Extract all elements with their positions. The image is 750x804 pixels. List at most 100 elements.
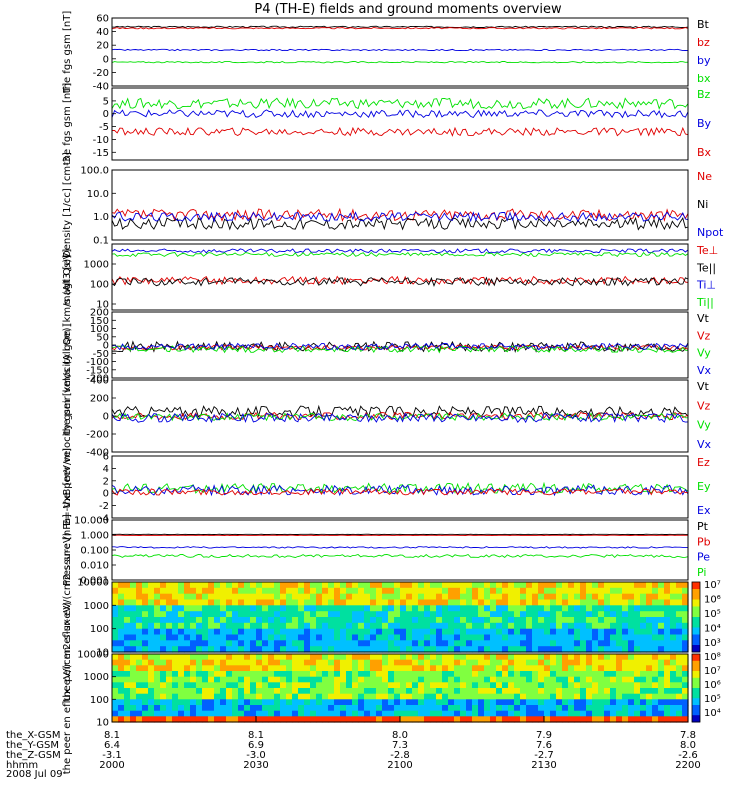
heatmap-cell bbox=[580, 629, 587, 635]
heatmap-cell bbox=[568, 705, 575, 711]
footer-value: 2200 bbox=[675, 760, 700, 771]
heatmap-cell bbox=[544, 677, 551, 683]
heatmap-cell bbox=[208, 699, 215, 705]
heatmap-cell bbox=[310, 640, 317, 646]
heatmap-cell bbox=[616, 671, 623, 677]
heatmap-cell bbox=[628, 682, 635, 688]
heatmap-cell bbox=[358, 582, 365, 588]
heatmap-cell bbox=[214, 640, 221, 646]
heatmap-cell bbox=[262, 623, 269, 629]
heatmap-cell bbox=[130, 699, 137, 705]
heatmap-cell bbox=[172, 671, 179, 677]
heatmap-cell bbox=[472, 654, 479, 660]
heatmap-cell bbox=[622, 705, 629, 711]
heatmap-cell bbox=[400, 640, 407, 646]
heatmap-cell bbox=[400, 611, 407, 617]
y-tick-label: 1000 bbox=[84, 672, 109, 683]
heatmap-cell bbox=[184, 694, 191, 700]
heatmap-cell bbox=[220, 711, 227, 717]
heatmap-cell bbox=[238, 660, 245, 666]
heatmap-cell bbox=[220, 629, 227, 635]
heatmap-cell bbox=[310, 671, 317, 677]
heatmap-cell bbox=[412, 611, 419, 617]
heatmap-cell bbox=[490, 688, 497, 694]
heatmap-cell bbox=[400, 654, 407, 660]
heatmap-cell bbox=[652, 694, 659, 700]
heatmap-cell bbox=[466, 660, 473, 666]
heatmap-cell bbox=[340, 600, 347, 606]
heatmap-cell bbox=[364, 588, 371, 594]
heatmap-cell bbox=[538, 594, 545, 600]
heatmap-cell bbox=[424, 711, 431, 717]
heatmap-cell bbox=[538, 699, 545, 705]
heatmap-cell bbox=[352, 705, 359, 711]
heatmap-cell bbox=[676, 588, 683, 594]
heatmap-cell bbox=[322, 623, 329, 629]
heatmap-cell bbox=[628, 705, 635, 711]
heatmap-cell bbox=[196, 711, 203, 717]
heatmap-cell bbox=[496, 629, 503, 635]
heatmap-cell bbox=[598, 617, 605, 623]
heatmap-cell bbox=[460, 660, 467, 666]
heatmap-cell bbox=[436, 688, 443, 694]
heatmap-cell bbox=[400, 635, 407, 641]
heatmap-cell bbox=[490, 665, 497, 671]
heatmap-cell bbox=[628, 611, 635, 617]
heatmap-cell bbox=[610, 617, 617, 623]
heatmap-cell bbox=[406, 594, 413, 600]
heatmap-cell bbox=[574, 677, 581, 683]
legend-entry: Pi bbox=[697, 566, 706, 579]
heatmap-cell bbox=[460, 629, 467, 635]
heatmap-cell bbox=[178, 605, 185, 611]
heatmap-cell bbox=[388, 688, 395, 694]
heatmap-cell bbox=[256, 600, 263, 606]
heatmap-cell bbox=[226, 611, 233, 617]
heatmap-cell bbox=[220, 677, 227, 683]
heatmap-cell bbox=[142, 694, 149, 700]
y-tick-label: 40 bbox=[96, 27, 109, 38]
heatmap-cell bbox=[418, 623, 425, 629]
heatmap-cell bbox=[550, 640, 557, 646]
heatmap-cell bbox=[652, 660, 659, 666]
heatmap-cell bbox=[328, 588, 335, 594]
heatmap-cell bbox=[196, 705, 203, 711]
heatmap-cell bbox=[280, 605, 287, 611]
heatmap-cell bbox=[250, 694, 257, 700]
heatmap-cell bbox=[298, 635, 305, 641]
heatmap-cell bbox=[190, 654, 197, 660]
heatmap-cell bbox=[370, 699, 377, 705]
heatmap-cell bbox=[442, 654, 449, 660]
heatmap-cell bbox=[112, 635, 119, 641]
heatmap-cell bbox=[394, 623, 401, 629]
heatmap-cell bbox=[304, 611, 311, 617]
heatmap-cell bbox=[178, 617, 185, 623]
heatmap-cell bbox=[664, 671, 671, 677]
heatmap-cell bbox=[508, 617, 515, 623]
heatmap-cell bbox=[304, 635, 311, 641]
heatmap-cell bbox=[298, 671, 305, 677]
heatmap-cell bbox=[646, 677, 653, 683]
heatmap-cell bbox=[670, 635, 677, 641]
colorbar-swatch bbox=[692, 617, 700, 621]
heatmap-cell bbox=[370, 635, 377, 641]
heatmap-cell bbox=[250, 677, 257, 683]
heatmap-cell bbox=[190, 582, 197, 588]
heatmap-cell bbox=[256, 629, 263, 635]
heatmap-cell bbox=[376, 588, 383, 594]
heatmap-cell bbox=[160, 594, 167, 600]
heatmap-cell bbox=[400, 688, 407, 694]
heatmap-cell bbox=[448, 694, 455, 700]
heatmap-cell bbox=[358, 671, 365, 677]
heatmap-cell bbox=[664, 699, 671, 705]
heatmap-cell bbox=[532, 660, 539, 666]
heatmap-cell bbox=[598, 582, 605, 588]
heatmap-cell bbox=[280, 611, 287, 617]
heatmap-cell bbox=[292, 699, 299, 705]
heatmap-cell bbox=[256, 654, 263, 660]
heatmap-cell bbox=[202, 688, 209, 694]
heatmap-cell bbox=[550, 705, 557, 711]
heatmap-cell bbox=[358, 611, 365, 617]
heatmap-cell bbox=[502, 594, 509, 600]
heatmap-cell bbox=[676, 660, 683, 666]
